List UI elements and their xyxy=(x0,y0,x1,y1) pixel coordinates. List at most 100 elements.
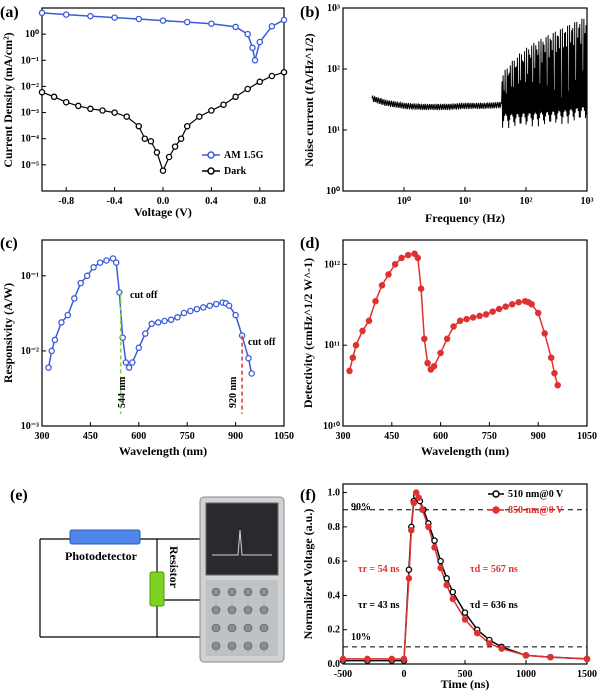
y-tick-label: 0.0 xyxy=(328,659,341,670)
panel-c-ylabel: Responsivity (A/W) xyxy=(1,283,15,383)
data-point xyxy=(244,85,251,93)
x-tick-label: 0.0 xyxy=(157,196,170,207)
data-point xyxy=(437,349,444,357)
data-point xyxy=(411,250,418,258)
data-point xyxy=(232,311,239,319)
data-point xyxy=(450,323,457,330)
data-point xyxy=(232,93,239,101)
ref-label-10: 10% xyxy=(351,632,371,643)
panel-f-ylabel: Normalized Voltage (a.u.) xyxy=(301,509,315,640)
data-point xyxy=(583,655,591,663)
data-point xyxy=(425,523,432,531)
data-point xyxy=(424,359,431,367)
y-tick-label: 10¹¹ xyxy=(324,340,340,351)
y-tick-label: 10⁻¹ xyxy=(21,55,39,66)
data-point xyxy=(268,72,276,80)
data-point xyxy=(167,316,175,324)
panel-f-xlabel: Time (ns) xyxy=(441,677,490,691)
legend-dark-marker xyxy=(207,167,215,175)
resistor-icon xyxy=(149,571,165,607)
y-tick-label: 10¹ xyxy=(327,125,340,136)
data-point xyxy=(99,107,106,114)
data-point xyxy=(268,23,276,30)
data-point xyxy=(405,566,413,573)
tau-r-850: τr = 54 ns xyxy=(358,564,400,575)
cutoff-920-value: 920 nm xyxy=(228,376,239,408)
x-tick-label: 450 xyxy=(83,431,98,442)
data-point xyxy=(364,655,371,663)
data-point xyxy=(547,354,555,361)
data-point xyxy=(443,581,450,589)
data-point xyxy=(469,314,477,321)
data-point xyxy=(547,653,554,661)
data-point xyxy=(153,149,161,156)
data-point xyxy=(495,305,503,313)
data-point xyxy=(391,261,399,268)
data-point xyxy=(437,557,444,565)
y-tick-label: 10⁻¹ xyxy=(21,271,39,282)
data-point xyxy=(251,57,259,64)
data-point xyxy=(346,367,353,375)
x-tick-label: 0 xyxy=(402,669,407,680)
panel-b-label: (b) xyxy=(300,4,320,21)
x-tick-label: 450 xyxy=(384,431,399,442)
data-point xyxy=(244,30,251,38)
data-point xyxy=(123,113,130,120)
data-point xyxy=(141,135,149,142)
data-point xyxy=(171,143,179,150)
panel-b: (b) 10⁰ 10¹ 10² 10³ 10⁰ 10¹ 10² 10³ Frequency … xyxy=(300,3,594,225)
y-tick-label: 10¹⁰ xyxy=(323,421,340,432)
data-point xyxy=(400,655,408,663)
tau-d-510: τd = 636 ns xyxy=(470,600,518,611)
y-tick-label: 1.0 xyxy=(328,488,341,499)
photodetector-label: Photodetector xyxy=(65,549,138,563)
data-point xyxy=(135,122,143,130)
data-point xyxy=(148,320,155,328)
data-point xyxy=(508,301,516,308)
data-point xyxy=(431,544,438,551)
data-point xyxy=(154,319,162,326)
data-point xyxy=(212,300,220,308)
panel-d-ylabel: Detectivity (cmHz^1/2 W^-1) xyxy=(301,258,315,408)
data-point xyxy=(183,18,191,26)
series-510nm-line xyxy=(343,494,588,662)
legend-am15g-label: AM 1.5G xyxy=(224,150,264,161)
data-point xyxy=(208,107,215,114)
series-850nm-line xyxy=(343,490,588,660)
data-point xyxy=(502,303,509,310)
x-tick-label: 750 xyxy=(180,431,195,442)
legend-am15g-marker xyxy=(207,151,215,159)
data-point xyxy=(249,44,256,52)
data-point xyxy=(498,645,505,652)
tau-r-510: τr = 43 ns xyxy=(358,600,400,611)
panel-a-xlabel: Voltage (V) xyxy=(134,205,192,219)
data-point xyxy=(430,362,438,370)
data-point xyxy=(456,317,464,325)
data-point xyxy=(147,137,155,145)
y-tick-label: 10⁻³ xyxy=(21,108,39,119)
data-point xyxy=(45,364,52,371)
data-point xyxy=(62,98,70,106)
data-point xyxy=(473,629,481,637)
data-point xyxy=(77,279,84,287)
data-point xyxy=(193,305,201,313)
data-point xyxy=(62,11,70,18)
data-point xyxy=(443,335,451,343)
data-point xyxy=(431,537,438,544)
legend-510-label: 510 nm@0 V xyxy=(508,489,564,500)
x-tick-label: -500 xyxy=(334,669,352,680)
data-point xyxy=(142,330,149,337)
data-point xyxy=(522,652,530,659)
data-point xyxy=(71,295,78,302)
y-tick-label: 0.2 xyxy=(328,625,341,636)
data-point xyxy=(90,264,97,271)
data-point xyxy=(135,344,143,352)
data-point xyxy=(365,317,373,325)
data-point xyxy=(417,285,425,292)
data-point xyxy=(232,23,239,31)
data-point xyxy=(112,259,120,266)
data-point xyxy=(111,109,118,116)
photodetector-icon xyxy=(69,529,141,545)
data-point xyxy=(180,309,188,317)
y-tick-label: 10⁻³ xyxy=(21,421,39,432)
